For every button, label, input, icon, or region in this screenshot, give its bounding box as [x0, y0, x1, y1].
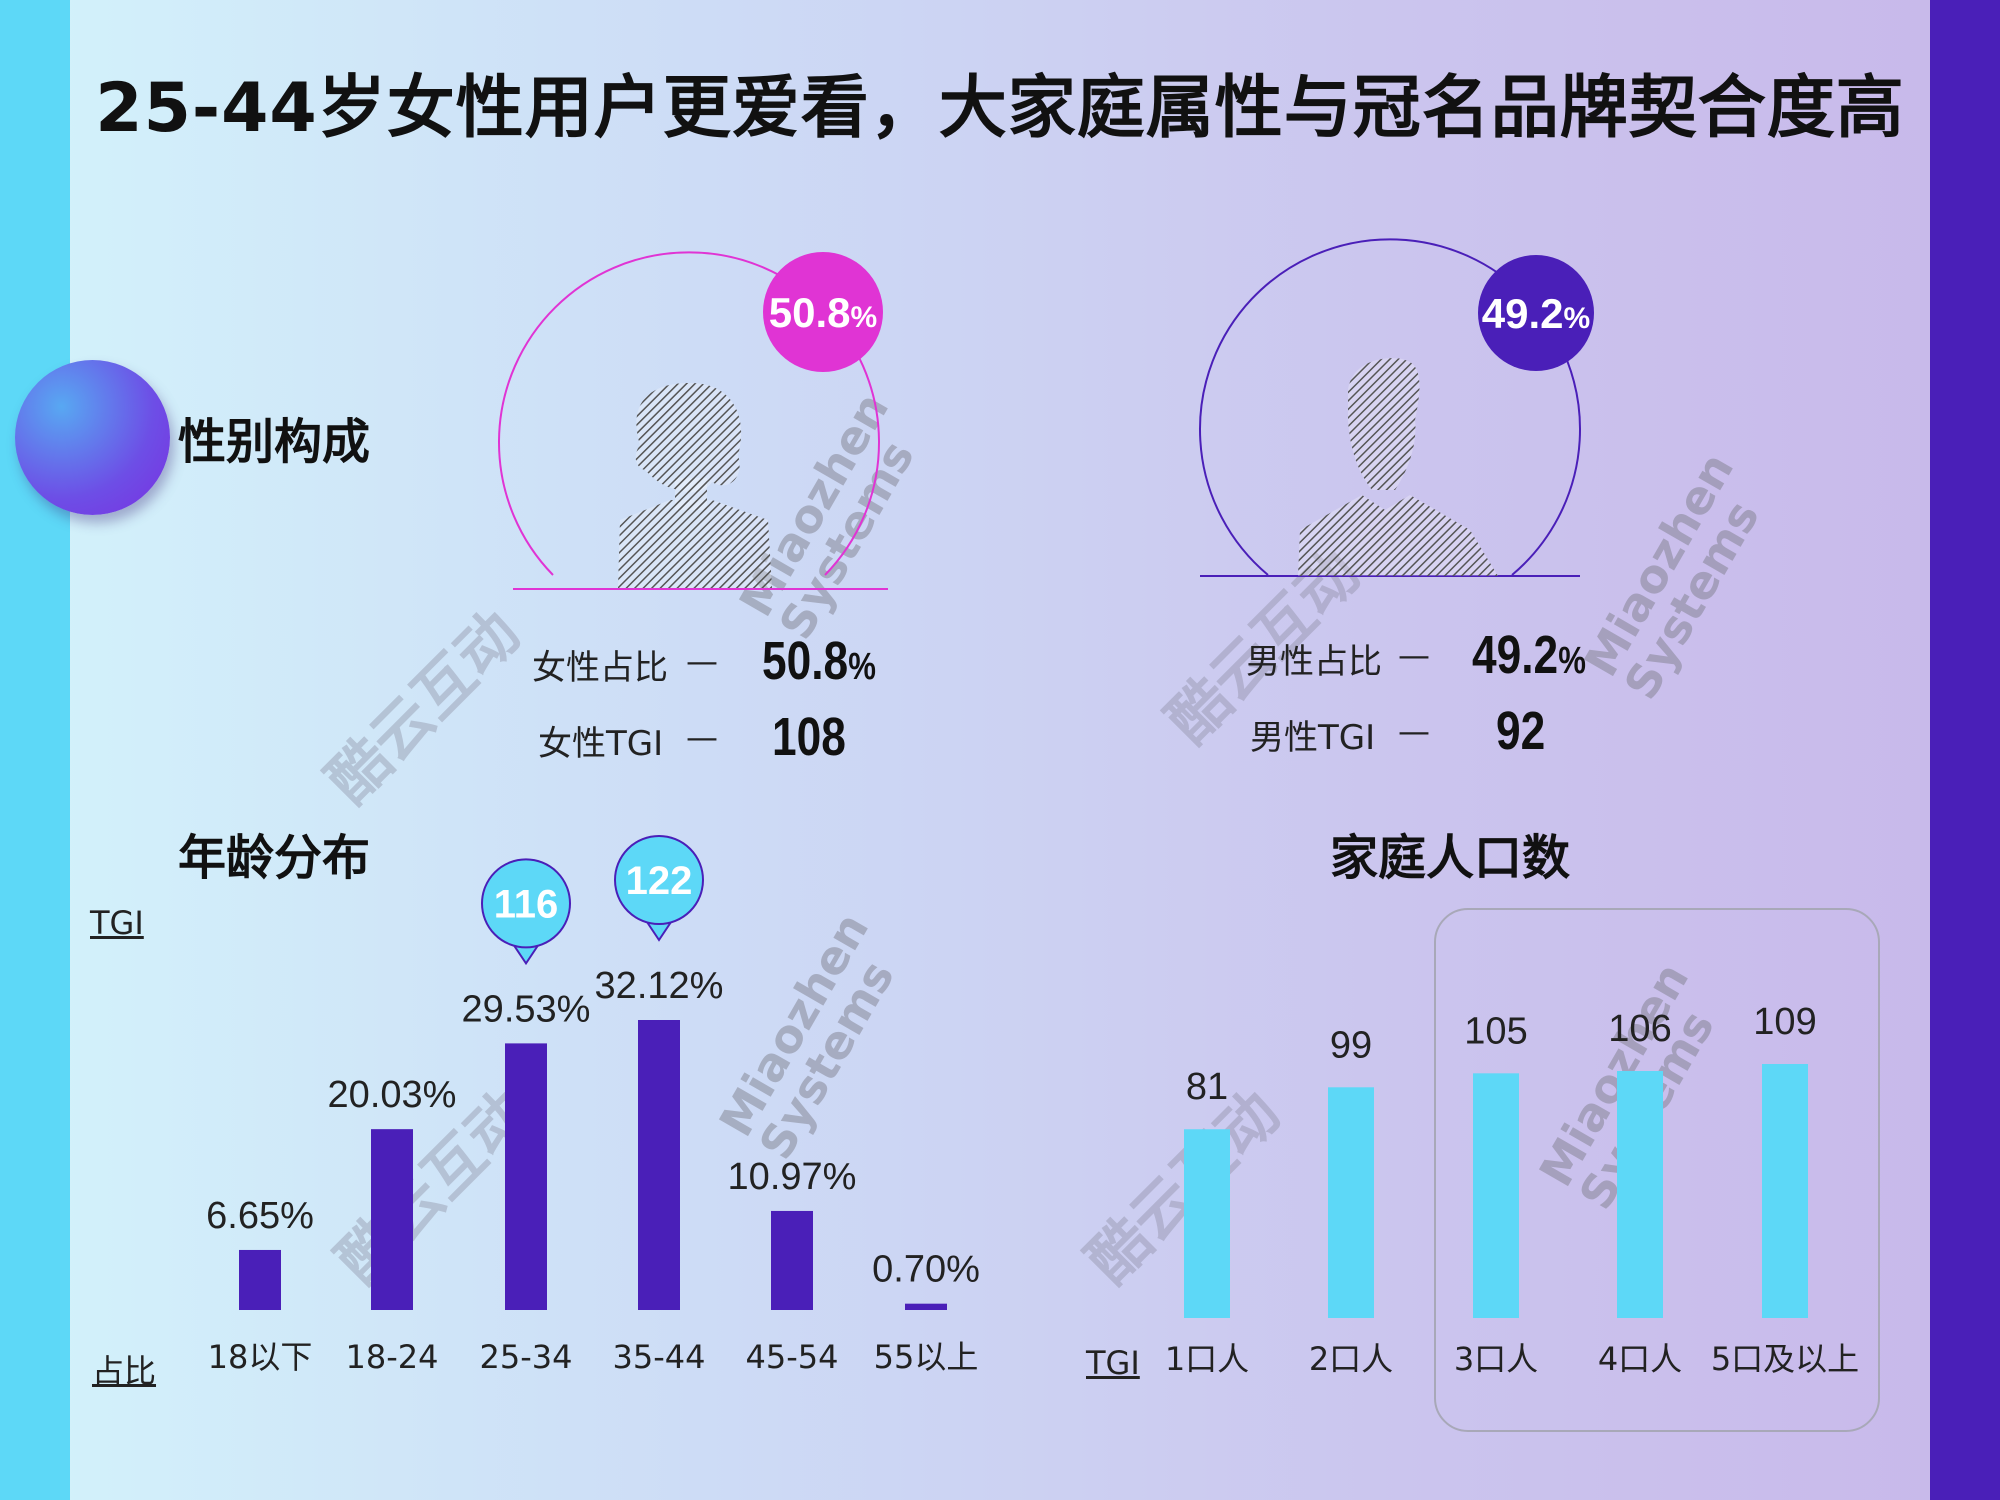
age-tgi-axis-label: TGI [90, 904, 144, 942]
age-category-label: 25-34 [480, 1338, 573, 1376]
age-category-label: 45-54 [746, 1338, 839, 1376]
male-tgi-value: 92 [1496, 701, 1546, 761]
household-bar-value-label: 109 [1753, 1001, 1816, 1043]
tgi-callout-value: 116 [494, 882, 559, 926]
female-badge [763, 252, 883, 372]
age-bar [638, 1020, 680, 1310]
household-bar [1473, 1073, 1519, 1318]
age-bar-value-label: 32.12% [595, 965, 724, 1007]
household-section-title: 家庭人口数 [1330, 830, 1571, 886]
household-category-label: 2口人 [1309, 1340, 1393, 1378]
household-bar-value-label: 99 [1330, 1024, 1372, 1066]
gender-figures: 50.8% 49.2% [498, 238, 1594, 590]
age-bar-chart: 6.65% 18以下 20.03% 18-24 29.53% 25-34 116 32.12%… [206, 835, 980, 1376]
dash: — [1398, 712, 1430, 750]
age-bar-value-label: 20.03% [328, 1074, 457, 1116]
female-share-value: 50.8% [762, 631, 876, 691]
household-bar [1617, 1070, 1663, 1318]
tgi-callout-bubble [481, 858, 571, 949]
age-share-axis-label: 占比 [92, 1352, 157, 1390]
tgi-callout-bubble [614, 835, 704, 925]
page-title: 25-44岁女性用户更爱看，大家庭属性与冠名品牌契合度高 [95, 69, 1905, 148]
female-ring [498, 251, 880, 576]
tgi-callout-value: 122 [626, 859, 693, 903]
section-orb [15, 360, 170, 515]
male-silhouette-icon [1298, 358, 1498, 576]
male-ring [1199, 238, 1581, 576]
female-tgi-label: 女性TGI [538, 724, 664, 764]
household-bar-value-label: 81 [1186, 1066, 1228, 1108]
male-share-label: 男性占比 [1246, 642, 1382, 682]
household-category-label: 3口人 [1454, 1340, 1538, 1378]
age-category-label: 35-44 [613, 1338, 706, 1376]
female-tgi-value: 108 [772, 707, 846, 767]
household-bar-value-label: 105 [1464, 1010, 1527, 1052]
household-category-label: 4口人 [1598, 1340, 1682, 1378]
age-bar-value-label: 10.97% [728, 1156, 857, 1198]
age-bar-value-label: 29.53% [462, 988, 591, 1030]
household-bar [1328, 1087, 1374, 1318]
age-category-label: 18以下 [208, 1338, 313, 1376]
age-category-label: 18-24 [346, 1338, 439, 1376]
household-category-label: 1口人 [1165, 1340, 1249, 1378]
female-share-label: 女性占比 [532, 648, 668, 688]
gender-section-title: 性别构成 [178, 414, 371, 470]
household-bar [1762, 1064, 1808, 1318]
dash: — [686, 642, 718, 680]
male-figure: 49.2% [1199, 238, 1594, 577]
dash: — [686, 718, 718, 756]
age-bar [239, 1249, 281, 1310]
female-silhouette-icon [618, 382, 772, 588]
age-section-title: 年龄分布 [178, 830, 371, 886]
male-share-value: 49.2% [1472, 625, 1586, 685]
age-bar-value-label: 6.65% [206, 1195, 314, 1237]
age-bar [371, 1129, 413, 1310]
household-bar-value-label: 106 [1608, 1008, 1671, 1050]
age-bar-value-label: 0.70% [872, 1249, 980, 1291]
right-accent-strip [1930, 0, 2000, 1500]
household-tgi-axis-label: TGI [1086, 1344, 1140, 1382]
female-figure: 50.8% [498, 251, 888, 590]
male-tgi-label: 男性TGI [1250, 718, 1376, 758]
left-accent-strip [0, 0, 70, 1500]
household-highlight-box [1434, 908, 1880, 1432]
female-badge-text: 50.8% [769, 289, 877, 336]
age-bar [771, 1210, 813, 1310]
male-badge [1478, 255, 1594, 371]
age-bar [505, 1043, 547, 1310]
dash: — [1398, 636, 1430, 674]
household-category-label: 5口及以上 [1711, 1340, 1859, 1378]
household-bar-chart: 81 1口人 99 2口人 105 3口人 106 4口人 109 5口及以上 [1165, 1001, 1859, 1378]
household-bar [1184, 1129, 1230, 1318]
age-bar [905, 1303, 947, 1310]
age-category-label: 55以上 [874, 1338, 979, 1376]
male-badge-text: 49.2% [1482, 290, 1590, 337]
